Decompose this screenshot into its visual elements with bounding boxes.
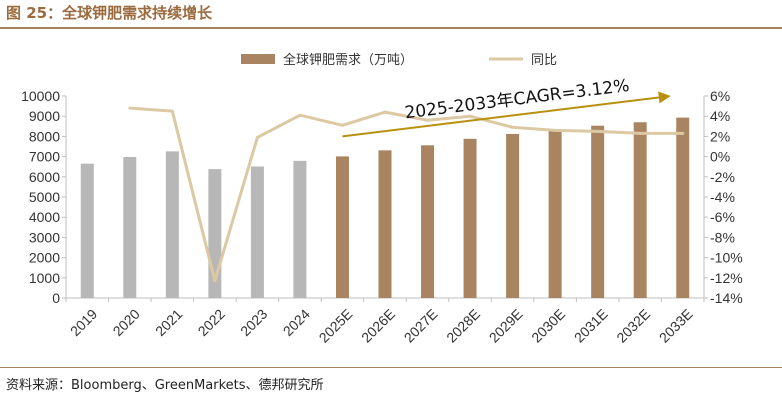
right-axis-tick-label: -10% [710, 250, 743, 266]
bar-2030E [548, 130, 562, 298]
bar-2023 [250, 166, 264, 298]
cagr-arrow-head [658, 91, 671, 104]
left-axis-tick-label: 6000 [29, 169, 60, 185]
chart: 全球钾肥需求（万吨） 同比 0 1000 2000 3000 4000 5000 6000 7… [21, 52, 743, 346]
legend: 全球钾肥需求（万吨） 同比 [241, 52, 557, 68]
right-axis-tick-label: 0% [710, 149, 730, 165]
legend-label-demand: 全球钾肥需求（万吨） [283, 52, 413, 68]
right-axis-tick-label: -4% [710, 189, 735, 205]
cagr-arrow [342, 96, 659, 138]
bar-2020 [123, 157, 137, 298]
x-axis-tick-label: 2023 [237, 306, 270, 339]
x-axis-tick-label: 2033E [656, 306, 696, 346]
x-axis-tick-label: 2029E [486, 306, 526, 346]
left-axis-tick-label: 8000 [29, 128, 60, 144]
bar-2021 [165, 151, 179, 298]
figure-title: 图 25：全球钾肥需求持续增长 [6, 4, 213, 22]
right-axis-tick-label: 6% [710, 88, 730, 104]
left-axis-tick-label: 5000 [29, 189, 60, 205]
yoy-point-2021 [170, 109, 174, 113]
yoy-point-2020 [128, 106, 132, 110]
x-axis-tick-label: 2027E [401, 306, 441, 346]
yoy-point-2023 [255, 135, 259, 139]
left-axis-tick-label: 3000 [29, 229, 60, 245]
x-axis-tick-label: 2028E [443, 306, 483, 346]
bar-2025E [335, 156, 349, 298]
bar-series [80, 117, 690, 298]
cagr-annotation: 2025-2033年CAGR=3.12% [342, 76, 671, 138]
yoy-point-2025E [340, 123, 344, 127]
source-note: 资料来源：Bloomberg、GreenMarkets、德邦研究所 [6, 378, 324, 393]
yoy-point-2030E [553, 128, 557, 132]
title-rule [0, 27, 782, 29]
bar-2033E [676, 117, 690, 298]
x-axis-tick-label: 2030E [528, 306, 568, 346]
x-axis-tick-label: 2024 [280, 306, 313, 339]
right-axis-tick-label: -14% [710, 290, 743, 306]
yoy-point-2022 [213, 279, 217, 283]
cagr-label: 2025-2033年CAGR=3.12% [404, 76, 631, 123]
yoy-line [129, 106, 683, 283]
source-rule [0, 367, 782, 368]
left-axis-tick-label: 7000 [29, 149, 60, 165]
yoy-point-2031E [596, 129, 600, 133]
right-axis-tick-label: -2% [710, 169, 735, 185]
x-axis-tick-label: 2019 [67, 306, 100, 339]
yoy-point-2027E [426, 118, 430, 122]
yoy-line-series [128, 106, 685, 283]
bar-2031E [591, 125, 605, 298]
left-axis-tick-label: 2000 [29, 250, 60, 266]
left-axis-tick-label: 10000 [21, 88, 60, 104]
yoy-point-2033E [681, 131, 685, 135]
x-axis-tick-label: 2031E [571, 306, 611, 346]
yoy-point-2028E [468, 114, 472, 118]
legend-label-yoy: 同比 [531, 53, 557, 68]
yoy-point-2026E [383, 110, 387, 114]
x-axis-tick-label: 2022 [195, 306, 228, 339]
bar-2027E [421, 145, 435, 298]
x-axis-tick-label: 2021 [152, 306, 185, 339]
bar-2026E [378, 150, 392, 298]
yoy-point-2032E [638, 131, 642, 135]
left-axis-tick-label: 4000 [29, 209, 60, 225]
yoy-point-2024 [298, 113, 302, 117]
x-axis-tick-label: 2020 [110, 306, 143, 339]
bar-2019 [80, 163, 94, 298]
x-axis-tick-label: 2026E [358, 306, 398, 346]
yoy-point-2029E [511, 125, 515, 129]
x-axis-tick-label: 2025E [316, 306, 356, 346]
x-axis-tick-label: 2032E [613, 306, 653, 346]
right-axis-tick-label: 4% [710, 108, 730, 124]
bar-2032E [633, 122, 647, 298]
right-axis-tick-label: -12% [710, 270, 743, 286]
right-axis-tick-label: -6% [710, 209, 735, 225]
bar-2029E [506, 133, 520, 298]
bar-2028E [463, 138, 477, 298]
right-axis-tick-label: 2% [710, 128, 730, 144]
bar-2024 [293, 160, 307, 298]
legend-swatch-demand [241, 54, 275, 64]
left-axis-tick-label: 1000 [29, 270, 60, 286]
left-axis-tick-label: 0 [52, 290, 60, 306]
right-axis-tick-label: -8% [710, 229, 735, 245]
left-axis-tick-label: 9000 [29, 108, 60, 124]
